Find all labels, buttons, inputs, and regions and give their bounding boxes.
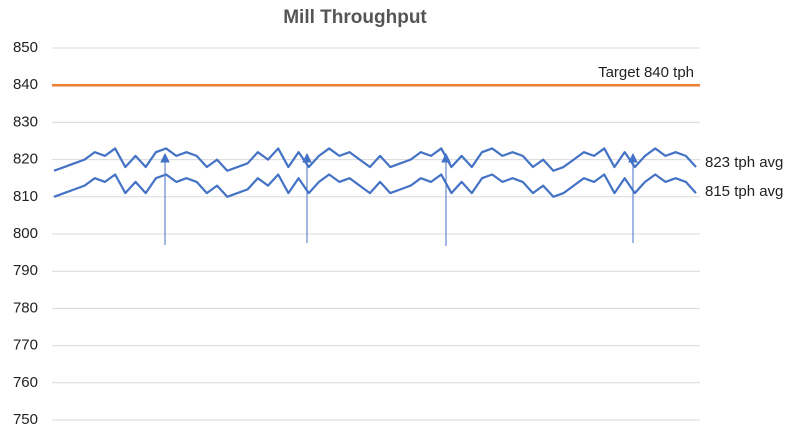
y-tick-label: 760: [13, 374, 38, 391]
y-tick-label: 810: [13, 188, 38, 205]
arrow-head: [160, 152, 170, 163]
y-tick-label: 830: [13, 113, 38, 130]
y-tick-label: 790: [13, 262, 38, 279]
series-label: 815 tph avg: [705, 183, 783, 200]
y-tick-label: 850: [13, 39, 38, 56]
y-tick-label: 750: [13, 411, 38, 428]
y-tick-label: 800: [13, 225, 38, 242]
series-line: [53, 173, 697, 198]
arrows: [160, 152, 638, 246]
y-tick-label: 820: [13, 151, 38, 168]
target-label: Target 840 tph: [598, 64, 694, 81]
y-tick-label: 780: [13, 299, 38, 316]
series-line: [53, 147, 697, 172]
series-label: 823 tph avg: [705, 154, 783, 171]
y-tick-label: 840: [13, 76, 38, 93]
y-tick-label: 770: [13, 337, 38, 354]
chart-title: Mill Throughput: [283, 7, 427, 28]
